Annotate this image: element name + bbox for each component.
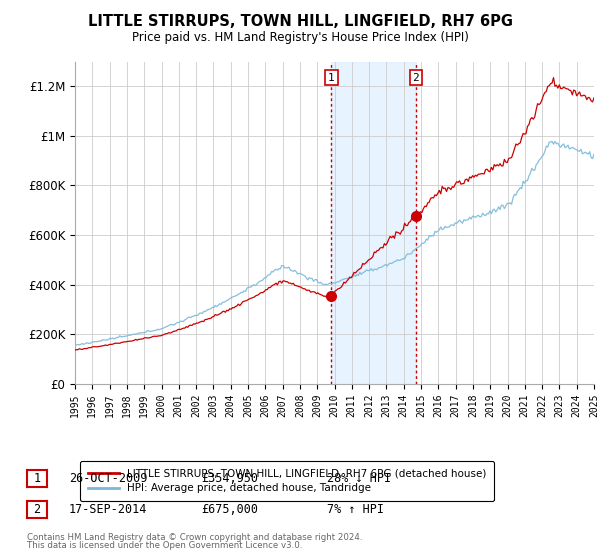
Text: 17-SEP-2014: 17-SEP-2014 [69, 503, 148, 516]
Bar [331, 62, 416, 384]
Text: £675,000: £675,000 [201, 503, 258, 516]
Text: 1: 1 [34, 472, 40, 486]
Text: 26-OCT-2009: 26-OCT-2009 [69, 472, 148, 486]
Text: 2: 2 [413, 73, 419, 83]
Text: 1: 1 [328, 73, 335, 83]
Text: This data is licensed under the Open Government Licence v3.0.: This data is licensed under the Open Gov… [27, 541, 302, 550]
Text: £354,950: £354,950 [201, 472, 258, 486]
Legend: LITTLE STIRRUPS, TOWN HILL, LINGFIELD, RH7 6PG (detached house), HPI: Average pr: LITTLE STIRRUPS, TOWN HILL, LINGFIELD, R… [80, 461, 494, 501]
Text: 7% ↑ HPI: 7% ↑ HPI [327, 503, 384, 516]
Text: LITTLE STIRRUPS, TOWN HILL, LINGFIELD, RH7 6PG: LITTLE STIRRUPS, TOWN HILL, LINGFIELD, R… [88, 14, 512, 29]
Text: 28% ↓ HPI: 28% ↓ HPI [327, 472, 391, 486]
Text: Contains HM Land Registry data © Crown copyright and database right 2024.: Contains HM Land Registry data © Crown c… [27, 533, 362, 542]
Text: Price paid vs. HM Land Registry's House Price Index (HPI): Price paid vs. HM Land Registry's House … [131, 31, 469, 44]
Text: 2: 2 [34, 503, 40, 516]
